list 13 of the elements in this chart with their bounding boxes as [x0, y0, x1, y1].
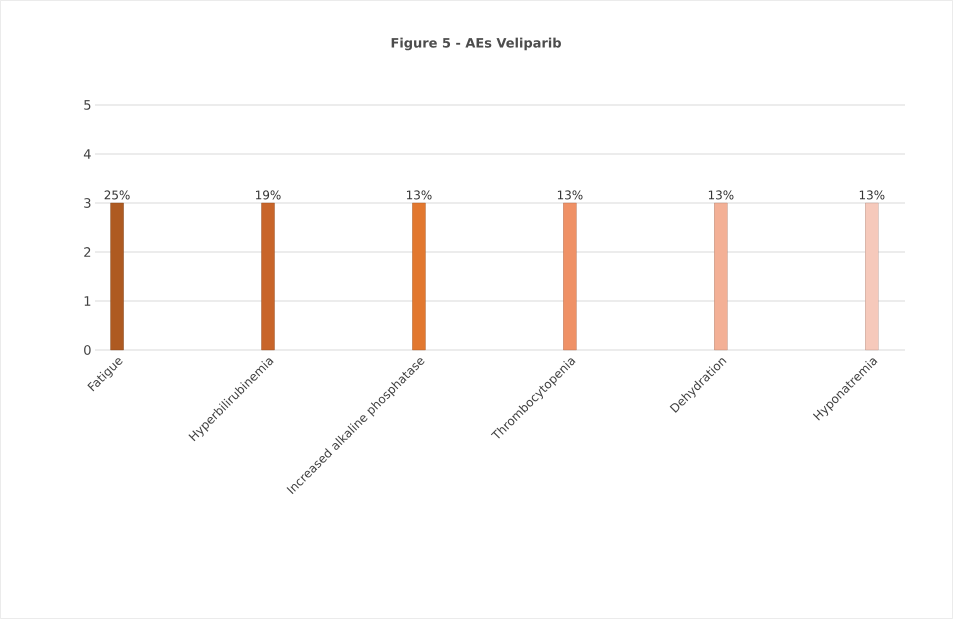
y-tick-label: 3 [84, 198, 90, 208]
annotation: 13% [558, 190, 583, 200]
y-tick-label: 1 [84, 296, 90, 306]
annotation: 19% [256, 190, 281, 200]
y-tick-label: 4 [84, 149, 91, 159]
annotation: 13% [708, 190, 734, 200]
chart-title: Figure 5 - AEs Veliparib [392, 38, 561, 50]
annotation: 13% [860, 190, 884, 200]
annotation: 25% [104, 190, 130, 200]
y-tick-label: 0 [84, 345, 91, 355]
y-tick-label: 5 [84, 100, 90, 110]
annotation: 13% [406, 190, 432, 200]
y-tick-label: 2 [84, 247, 90, 257]
